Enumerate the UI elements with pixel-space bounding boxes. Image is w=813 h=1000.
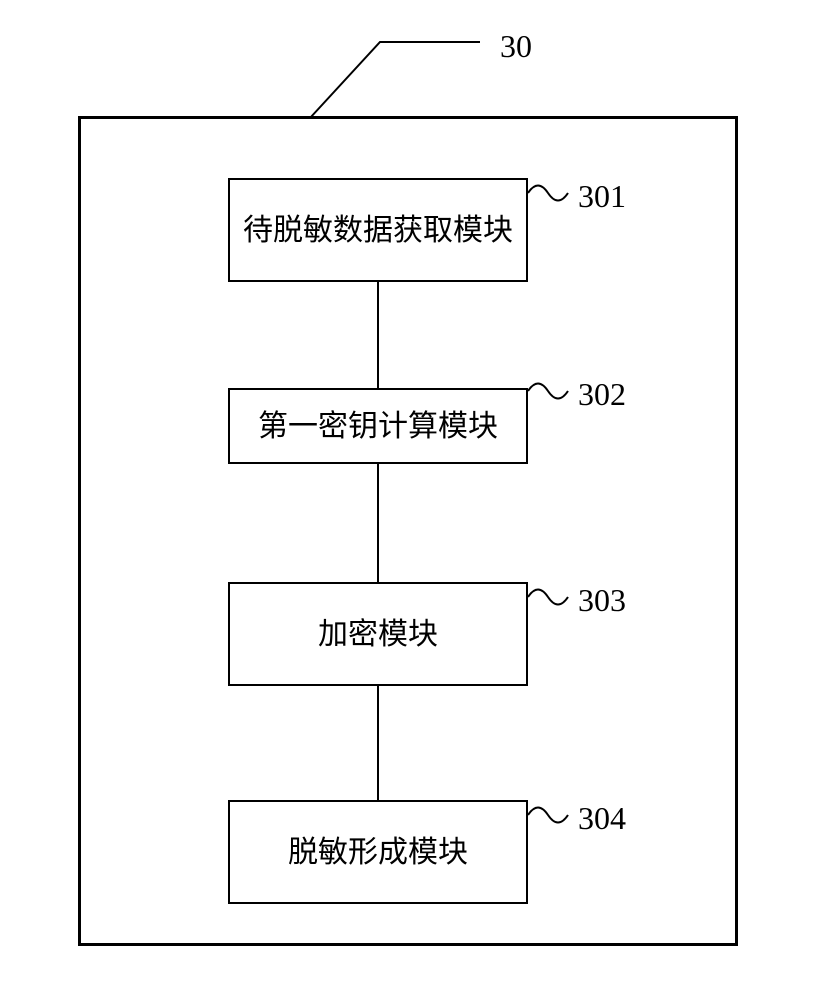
container-label: 30 <box>500 28 532 65</box>
squiggle-302 <box>528 376 578 426</box>
module-box-304: 脱敏形成模块 <box>228 800 528 904</box>
module-box-301: 待脱敏数据获取模块 <box>228 178 528 282</box>
squiggle-304 <box>528 800 578 850</box>
module-text-301: 待脱敏数据获取模块 <box>243 211 513 250</box>
label-303: 303 <box>578 582 626 619</box>
label-301: 301 <box>578 178 626 215</box>
module-box-302: 第一密钥计算模块 <box>228 388 528 464</box>
module-text-303: 加密模块 <box>318 615 438 654</box>
module-text-302: 第一密钥计算模块 <box>258 407 498 446</box>
edge-302-303 <box>377 464 379 582</box>
edge-301-302 <box>377 282 379 388</box>
label-302: 302 <box>578 376 626 413</box>
label-304: 304 <box>578 800 626 837</box>
edge-303-304 <box>377 686 379 800</box>
module-box-303: 加密模块 <box>228 582 528 686</box>
squiggle-301 <box>528 178 578 228</box>
module-text-304: 脱敏形成模块 <box>288 833 468 872</box>
squiggle-303 <box>528 582 578 632</box>
